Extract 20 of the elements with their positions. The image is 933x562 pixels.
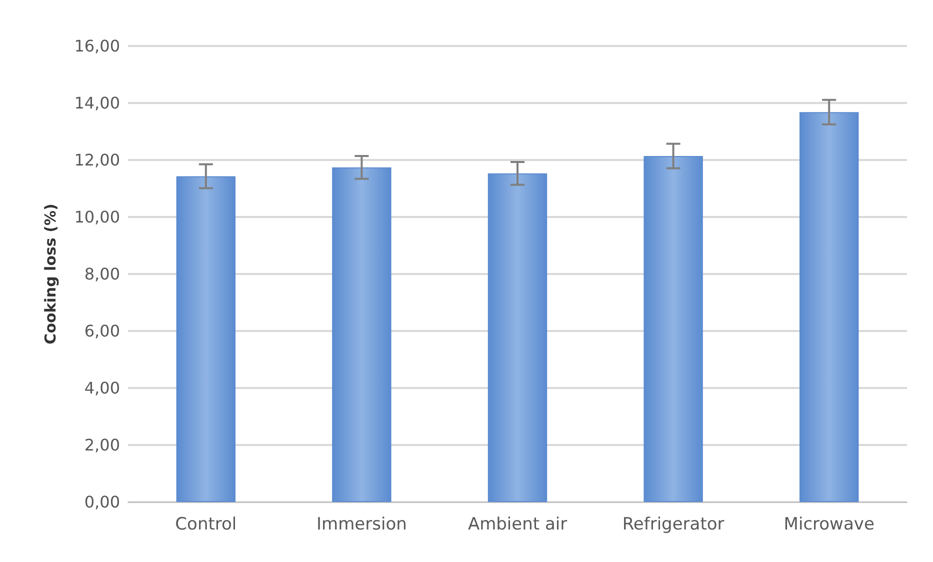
x-tick-label: Ambient air <box>468 514 568 534</box>
x-tick-label: Microwave <box>784 514 874 534</box>
y-tick-label: 4,00 <box>84 378 120 398</box>
y-tick-label: 12,00 <box>74 150 120 170</box>
bar <box>644 156 703 502</box>
x-tick-label: Control <box>175 514 237 534</box>
bar <box>176 176 236 502</box>
x-tick-label: Refrigerator <box>622 514 724 534</box>
y-tick-label: 14,00 <box>74 94 120 112</box>
y-tick-label: 2,00 <box>84 436 120 454</box>
x-tick-label: Immersion <box>316 514 407 534</box>
y-tick-label: 16,00 <box>74 36 120 56</box>
bar <box>332 167 392 502</box>
y-tick-label: 6,00 <box>84 322 120 340</box>
bar <box>800 112 859 502</box>
y-tick-label: 8,00 <box>84 264 120 284</box>
bar <box>488 173 548 502</box>
y-tick-label: 0,00 <box>84 492 120 512</box>
y-tick-label: 10,00 <box>74 208 120 226</box>
y-axis-title: Cooking loss (%) <box>42 204 60 344</box>
